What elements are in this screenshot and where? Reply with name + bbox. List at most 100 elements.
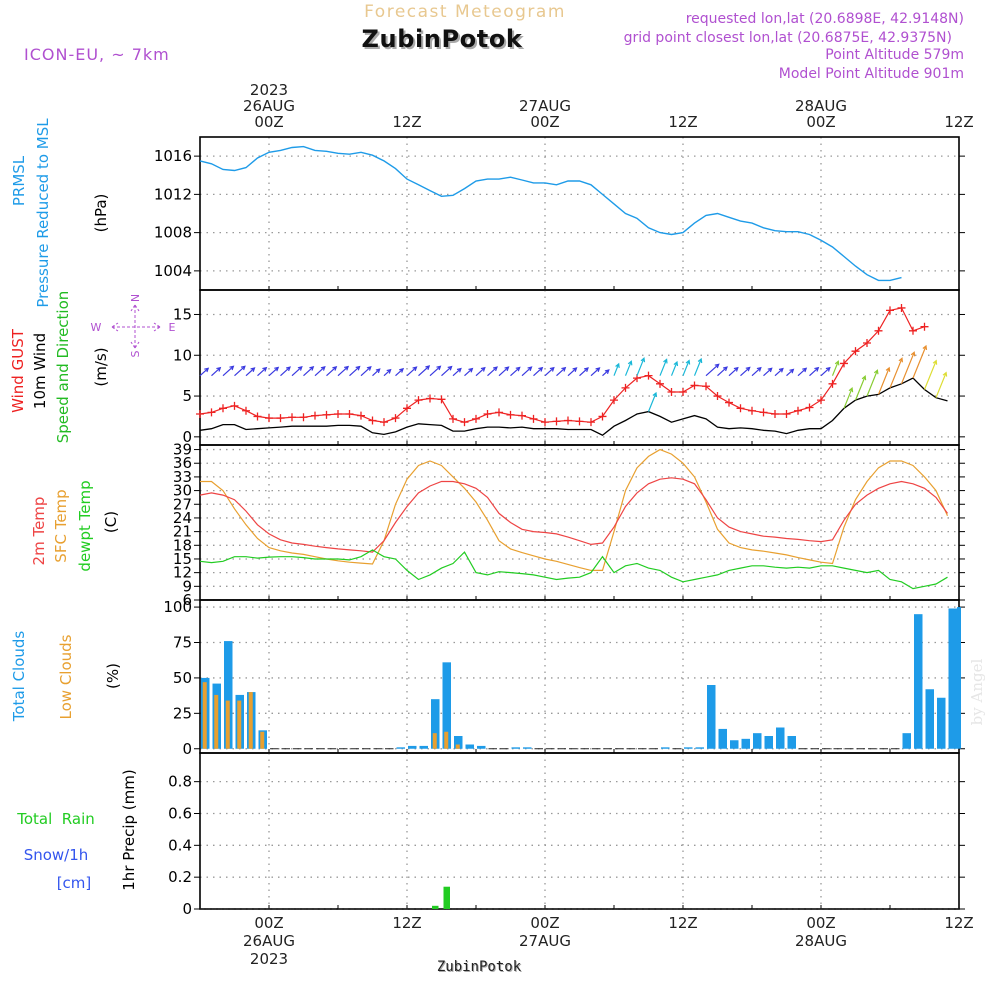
y-tick-label: 1016 <box>154 147 192 165</box>
wind-direction-arrow <box>556 366 567 377</box>
total-cloud-bar <box>741 738 750 749</box>
time-label-bottom: 00Z <box>806 914 835 932</box>
total-cloud-bar <box>753 733 762 749</box>
wind-direction-arrow <box>866 369 879 397</box>
low-cloud-bar <box>237 700 242 749</box>
signature: by Angel <box>968 658 986 725</box>
wind-gust-marker <box>644 371 653 380</box>
y-tick-label: 1004 <box>154 262 192 280</box>
wind-direction-arrow <box>245 367 256 377</box>
wind-direction-arrow <box>487 366 498 377</box>
wind-direction-arrow <box>303 365 315 377</box>
wind-direction-arrow <box>728 366 739 377</box>
total-cloud-bar <box>937 697 946 749</box>
low-cloud-bar <box>260 731 265 749</box>
temp-unit: (C) <box>102 511 120 533</box>
wind-direction-arrow <box>751 366 762 377</box>
wind-direction-arrow <box>544 366 555 377</box>
wind-gust-marker <box>667 387 676 396</box>
wind-direction-arrow <box>268 366 280 377</box>
y-tick-label: 18 <box>173 536 192 554</box>
wind-gust-marker <box>794 406 802 415</box>
compass-south: S <box>129 350 142 357</box>
y-tick-label: 30 <box>173 482 192 500</box>
wind-direction-arrow <box>797 367 808 377</box>
total-cloud-bar <box>511 747 520 749</box>
total-cloud-bar <box>454 736 463 749</box>
wind-gust-marker <box>242 406 250 415</box>
wind-direction-arrow <box>877 366 891 395</box>
wind-direction-arrow <box>337 365 350 377</box>
wind-direction-arrow <box>854 375 867 401</box>
panel-frame <box>199 136 960 291</box>
pressure-unit: (hPa) <box>92 194 110 233</box>
compass-north: N <box>129 294 142 302</box>
wind-direction-arrow <box>475 366 486 377</box>
wind-direction-arrow <box>521 366 533 377</box>
model-altitude: Model Point Altitude 901m <box>779 66 964 82</box>
y-tick-label: 0.4 <box>168 836 192 854</box>
wind-gust-marker <box>598 412 607 421</box>
wind-gust-marker <box>380 418 388 427</box>
total-cloud-bar <box>948 608 957 749</box>
wind10m-line <box>199 377 948 436</box>
wind-direction-arrow <box>383 368 392 377</box>
wind-gust-marker <box>299 413 308 422</box>
y-tick-label: 39 <box>173 441 192 459</box>
time-label-top: 00Z <box>806 113 835 131</box>
precip-unit: 1hr Precip (mm) <box>120 769 138 890</box>
wind-gust-marker <box>322 410 331 419</box>
wind-direction-arrow <box>452 367 462 377</box>
rain-bar <box>432 905 439 909</box>
wind-gust-marker <box>288 413 296 422</box>
total-cloud-bar-edge <box>957 607 961 749</box>
wind-direction-arrow <box>923 359 938 390</box>
wind-gust-marker <box>587 418 595 427</box>
wind-gust-marker <box>552 417 561 426</box>
wind-direction-arrow <box>406 366 418 377</box>
wind-direction-arrow <box>326 365 338 377</box>
wind-direction-arrow <box>418 365 431 377</box>
wind-gust-marker <box>874 326 883 335</box>
wind-direction-arrow <box>510 366 521 377</box>
y-tick-label: 100 <box>163 598 192 616</box>
pressure-label-desc: Pressure Reduced to MSL <box>34 118 52 308</box>
y-tick-label: 75 <box>173 634 192 652</box>
y-tick-label: 0.6 <box>168 804 192 822</box>
wind-direction-arrow <box>624 360 633 376</box>
wind-direction-arrow <box>843 387 854 409</box>
time-label-top: 27AUG <box>519 97 571 115</box>
total-cloud-bar <box>442 662 451 749</box>
wind-gust-marker <box>219 404 227 413</box>
time-label-bottom: 28AUG <box>795 932 847 950</box>
pressure-label-prmsl: PRMSL <box>10 155 28 206</box>
wind-direction-arrow <box>441 365 453 377</box>
y-tick-label: 6 <box>182 591 192 609</box>
wind-gust-marker <box>460 418 469 427</box>
wind-gust-marker <box>196 410 204 418</box>
wind-direction-arrow <box>360 365 372 377</box>
wind-direction-arrow <box>831 360 840 376</box>
wind-direction-arrow <box>533 366 544 377</box>
wind-gust-marker <box>713 392 722 401</box>
total-cloud-bar <box>764 736 773 749</box>
wind-gust-marker <box>207 408 216 417</box>
wind-gust-marker <box>334 410 342 418</box>
y-tick-label: 10 <box>173 346 192 364</box>
wind-direction-arrow <box>464 367 474 377</box>
y-tick-label: 25 <box>173 704 192 722</box>
total-cloud-bar <box>695 747 704 749</box>
dewpt-label: dewpt Temp <box>76 480 94 571</box>
y-tick-label: 5 <box>182 387 192 405</box>
footer-station: ZubinPotok <box>437 959 522 975</box>
wind-direction-arrow <box>717 366 728 377</box>
station-title-text: ZubinPotok <box>362 25 523 53</box>
wind-direction-arrow <box>705 363 720 377</box>
wind-direction-arrow <box>372 368 381 377</box>
wind-gust-marker <box>771 410 779 418</box>
banner-title: Forecast Meteogram <box>364 2 566 22</box>
y-tick-label: 24 <box>173 509 192 527</box>
compass-arrows <box>111 304 161 349</box>
y-tick-label: 1012 <box>154 185 192 203</box>
wind-gust-marker <box>840 359 848 368</box>
